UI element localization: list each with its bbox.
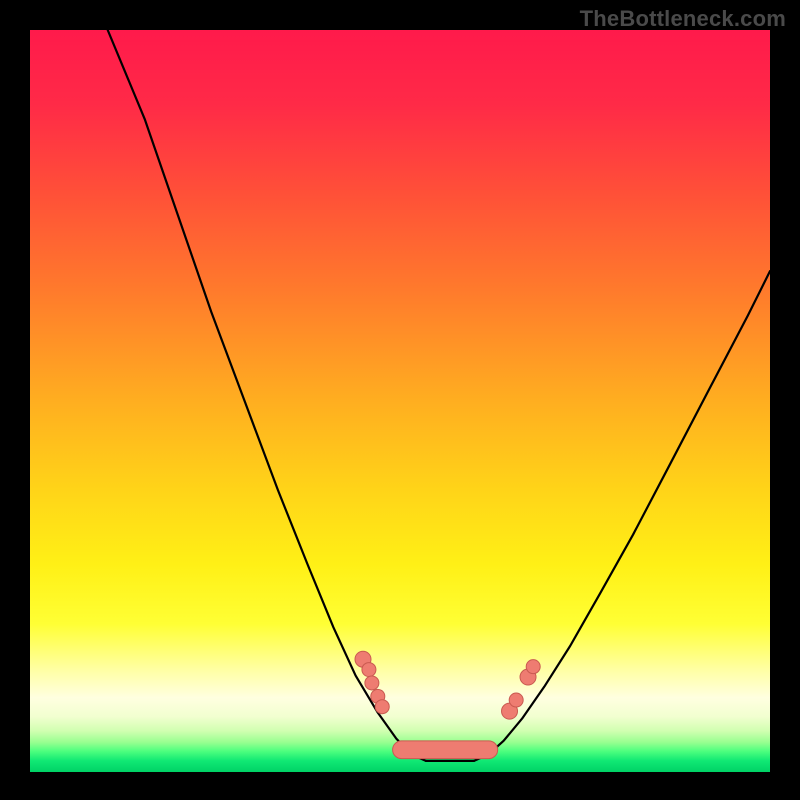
plot-gradient-background — [30, 30, 770, 772]
watermark-text: TheBottleneck.com — [580, 6, 786, 32]
highlight-bar — [393, 741, 498, 759]
chart-container: TheBottleneck.com — [0, 0, 800, 800]
highlight-dot — [375, 700, 389, 714]
highlight-dot — [362, 663, 376, 677]
highlight-dot — [526, 660, 540, 674]
highlight-dot — [509, 693, 523, 707]
bottleneck-chart — [0, 0, 800, 800]
highlight-dot — [365, 676, 379, 690]
